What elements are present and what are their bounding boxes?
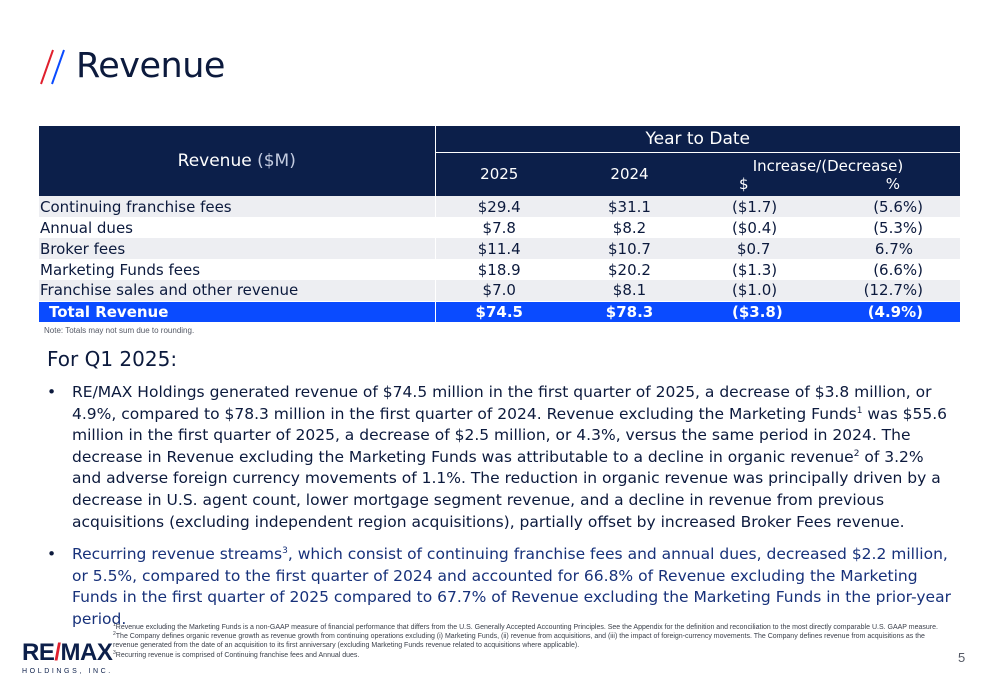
cell-change-dollar: ($1.3) (732, 260, 778, 279)
footnote-ref: 3 (282, 546, 288, 557)
logo-slash: / (54, 639, 61, 666)
footnote-ref: 1 (856, 405, 863, 416)
cell-change: ($1.3) (6.6%) (696, 259, 960, 280)
revenue-table: Revenue ($M) Year to Date 2025 2024 Incr… (39, 126, 960, 322)
total-change: ($3.8) (4.9%) (696, 300, 960, 322)
bullet-text: , which consist of continuing franchise … (72, 545, 951, 628)
section-subhead: For Q1 2025: (47, 347, 178, 371)
cell-change-pct: (5.3%) (873, 218, 923, 237)
footnote-2: 2The Company defines organic revenue gro… (113, 632, 951, 650)
change-pct-header: % (885, 174, 900, 193)
bullet-dot: • (47, 383, 57, 401)
total-change-pct: (4.9%) (867, 302, 923, 321)
row-label: Continuing franchise fees (39, 196, 436, 217)
cell-change: ($1.7) (5.6%) (696, 196, 960, 217)
bullet-text: RE/MAX Holdings generated revenue of $74… (72, 383, 932, 423)
cell-change-dollar: $0.7 (737, 239, 771, 258)
title-area: Revenue (38, 44, 225, 88)
footnote-text: Revenue excluding the Marketing Funds is… (115, 624, 938, 631)
logo-wordmark: RE / MAX (22, 639, 113, 666)
table-row: Continuing franchise fees $29.4 $31.1 ($… (39, 196, 960, 217)
cell-change: ($0.4) (5.3%) (696, 217, 960, 238)
change-header-label: Increase/(Decrease) (752, 156, 904, 175)
footnote-number: 1 (113, 622, 116, 628)
change-dollar-header: $ (739, 174, 749, 193)
footnote-text: Recurring revenue is comprised of Contin… (115, 651, 360, 659)
year-to-date-header: Year to Date (435, 126, 960, 153)
table-row: Annual dues $7.8 $8.2 ($0.4) (5.3%) (39, 217, 960, 238)
table-label-header: Revenue ($M) (39, 126, 436, 196)
cell-2024: $8.1 (563, 280, 696, 301)
col-header-2024: 2024 (563, 152, 696, 196)
label-header-text: Revenue (177, 151, 252, 171)
cell-change: $0.7 6.7% (696, 238, 960, 259)
cell-2025: $29.4 (435, 196, 563, 217)
logo-re: RE (22, 639, 55, 666)
bullet-text: of 3.2% and adverse foreign currency mov… (72, 447, 941, 531)
col-header-2025: 2025 (435, 152, 563, 196)
table-row: Marketing Funds fees $18.9 $20.2 ($1.3)(… (39, 259, 960, 280)
total-label: Total Revenue (39, 300, 436, 322)
row-label: Franchise sales and other revenue (39, 280, 436, 301)
cell-change: ($1.0) (12.7%) (696, 280, 960, 301)
cell-change-dollar: ($1.7) (732, 197, 778, 216)
bullet-list: • RE/MAX Holdings generated revenue of $… (47, 382, 957, 631)
cell-change-dollar: ($1.0) (732, 281, 778, 300)
page-title: Revenue (76, 46, 225, 86)
col-header-change: Increase/(Decrease) $ % (696, 152, 960, 196)
bullet-dot: • (47, 545, 57, 564)
footnote-ref: 2 (853, 448, 860, 459)
row-label: Broker fees (39, 238, 436, 259)
cell-2025: $7.0 (435, 280, 563, 301)
logo-subtitle: HOLDINGS, INC. (22, 668, 113, 675)
cell-2025: $7.8 (482, 218, 516, 237)
cell-2024: $20.2 (608, 260, 651, 279)
page-number: 5 (958, 650, 966, 665)
table-row: Broker fees $11.4 $10.7 $0.7 6.7% (39, 238, 960, 259)
cell-change-dollar: ($0.4) (732, 218, 778, 237)
row-label: Marketing Funds fees (39, 259, 436, 280)
bullet-text: Recurring revenue streams (72, 545, 283, 564)
footnotes: 1Revenue excluding the Marketing Funds i… (113, 623, 951, 660)
footnote-3: 3Recurring revenue is comprised of Conti… (113, 649, 951, 660)
bullet-text: was $55.6 million in the first quarter o… (72, 404, 947, 466)
table-note: Note: Totals may not sum due to rounding… (44, 326, 195, 335)
total-change-dollar: ($3.8) (732, 302, 783, 321)
logo-max: MAX (60, 639, 113, 666)
footnote-number: 3 (113, 649, 116, 656)
cell-change-pct: (12.7%) (863, 281, 923, 300)
row-label: Annual dues (39, 217, 436, 238)
label-header-unit: ($M) (257, 151, 296, 171)
double-slash-icon (40, 49, 65, 85)
bullet-item: • RE/MAX Holdings generated revenue of $… (47, 382, 957, 533)
cell-change-pct: (5.6%) (873, 197, 923, 216)
cell-2025: $18.9 (477, 260, 521, 279)
footnote-number: 2 (113, 631, 116, 638)
cell-2024: $31.1 (563, 196, 696, 217)
cell-change-pct: (6.6%) (873, 260, 923, 279)
footnote-1: 1Revenue excluding the Marketing Funds i… (113, 623, 951, 632)
cell-2024: $8.2 (612, 218, 647, 237)
total-2024: $78.3 (563, 300, 696, 322)
bullet-item: • Recurring revenue streams3, which cons… (47, 544, 957, 630)
cell-2024: $10.7 (563, 238, 696, 259)
table-row: Franchise sales and other revenue $7.0 $… (39, 280, 960, 301)
total-row: Total Revenue $74.5 $78.3 ($3.8) (4.9%) (39, 300, 960, 322)
footnote-text: The Company defines organic revenue grow… (113, 633, 925, 650)
cell-change-pct: 6.7% (874, 239, 913, 258)
cell-2025: $11.4 (435, 238, 563, 259)
remax-logo: RE / MAX HOLDINGS, INC. (22, 639, 113, 676)
total-2025: $74.5 (435, 300, 563, 322)
